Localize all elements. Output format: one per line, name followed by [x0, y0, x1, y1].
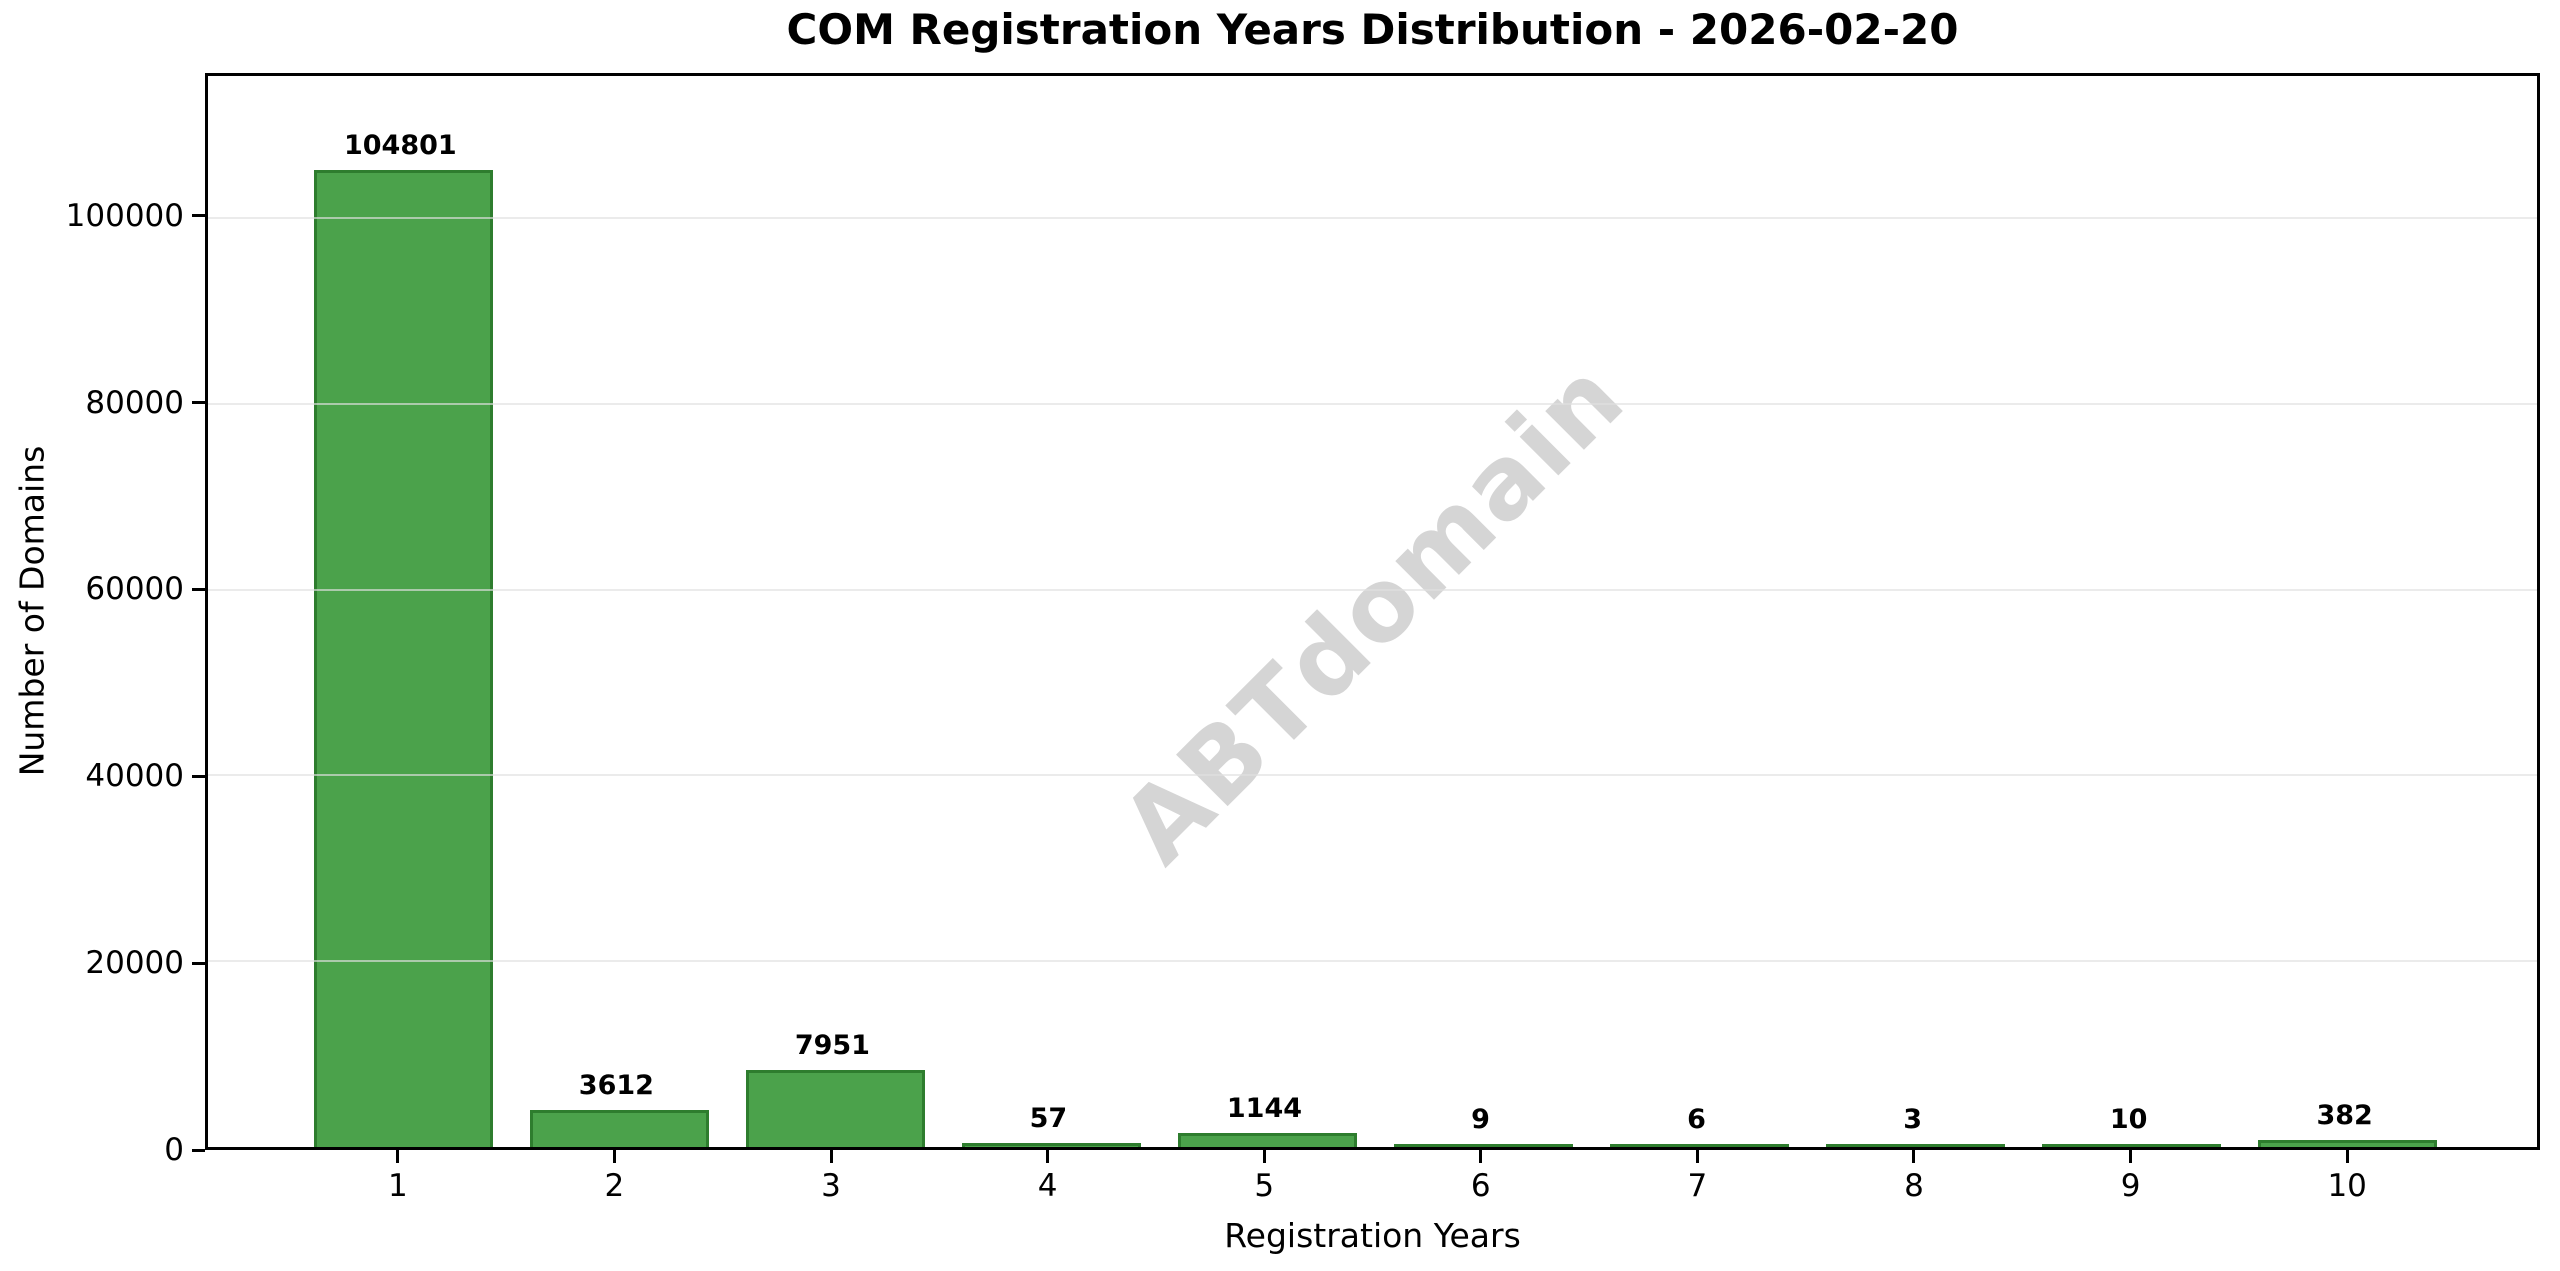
bar: [1178, 1133, 1357, 1147]
y-tick-label: 100000: [65, 197, 184, 234]
bar: [745, 1070, 925, 1147]
y-tick-label: 40000: [85, 758, 184, 795]
y-tick-mark: [192, 587, 205, 591]
x-tick-label: 9: [2120, 1168, 2141, 1204]
bar: [1394, 1143, 1573, 1147]
x-tick-mark: [1046, 1150, 1050, 1163]
x-tick-label: 2: [604, 1168, 625, 1204]
chart-title: COM Registration Years Distribution - 20…: [786, 5, 1959, 54]
bar-value-label: 6: [1687, 1103, 1706, 1135]
gridline: [208, 588, 2537, 591]
x-tick-label: 1: [387, 1168, 408, 1204]
gridline: [208, 960, 2537, 963]
y-tick-label: 80000: [85, 384, 184, 421]
bar: [2042, 1143, 2222, 1147]
x-tick-mark: [1262, 1150, 1266, 1163]
bar-value-label: 7951: [794, 1030, 870, 1062]
y-tick-mark: [192, 961, 205, 965]
x-tick-label: 10: [2327, 1168, 2367, 1204]
x-tick-mark: [396, 1150, 400, 1163]
y-tick-mark: [192, 774, 205, 778]
x-tick-label: 4: [1037, 1168, 1058, 1204]
x-tick-label: 3: [821, 1168, 841, 1204]
x-tick-label: 6: [1470, 1168, 1491, 1204]
x-tick-mark: [2129, 1150, 2133, 1163]
x-tick-mark: [612, 1150, 616, 1163]
gridline: [208, 402, 2537, 405]
bar-value-label: 10: [2109, 1103, 2148, 1135]
x-tick-label: 7: [1687, 1168, 1708, 1204]
x-tick-mark: [1912, 1150, 1916, 1163]
y-tick-label: 20000: [85, 945, 184, 982]
bar-value-label: 3612: [578, 1070, 654, 1102]
bar: [1826, 1143, 2005, 1147]
y-tick-mark: [192, 1148, 205, 1152]
bar: [1610, 1143, 1789, 1147]
bar: [529, 1110, 709, 1147]
y-axis-label: Number of Domains: [12, 445, 52, 777]
gridline: [208, 774, 2537, 777]
y-tick-label: 60000: [85, 571, 184, 608]
x-tick-label: 8: [1904, 1168, 1924, 1204]
gridline: [208, 216, 2537, 219]
bar-value-label: 104801: [343, 130, 457, 162]
bar: [313, 170, 493, 1147]
bar-value-label: 382: [2316, 1100, 2373, 1132]
y-tick-mark: [192, 401, 205, 405]
x-tick-mark: [1479, 1150, 1483, 1163]
bar: [2258, 1140, 2438, 1147]
x-tick-mark: [1695, 1150, 1699, 1163]
x-axis-label: Registration Years: [1224, 1216, 1521, 1255]
y-tick-mark: [192, 214, 205, 218]
x-tick-mark: [829, 1150, 833, 1163]
bar: [962, 1143, 1141, 1147]
y-tick-label: 0: [164, 1132, 184, 1168]
x-tick-label: 5: [1254, 1168, 1275, 1204]
plot-area: ABTdomain 104801 3612 7951 57 1144 9 6 3 10 382: [205, 73, 2540, 1150]
bar-value-label: 1144: [1226, 1093, 1303, 1125]
x-tick-mark: [2345, 1150, 2349, 1163]
bar-value-label: 9: [1471, 1103, 1490, 1135]
bar-value-label: 57: [1029, 1103, 1068, 1135]
watermark-text: ABTdomain: [1098, 337, 1647, 886]
bar-value-label: 3: [1903, 1103, 1922, 1135]
